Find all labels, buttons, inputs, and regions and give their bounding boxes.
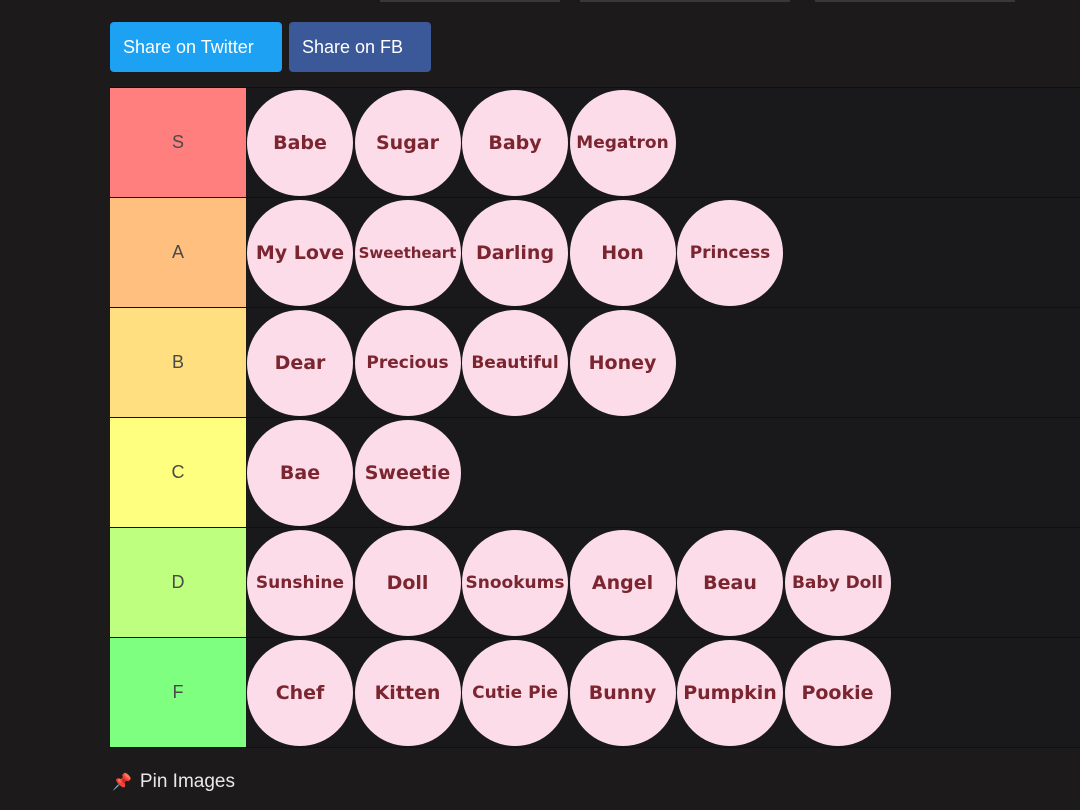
tier-items-dropzone[interactable]: Bae Sweetie	[246, 418, 1080, 527]
tier-item-chip[interactable]: Sweetie	[354, 419, 461, 526]
tier-list: S Babe Sugar Baby Megatron A My Love Sweetheart…	[110, 87, 1080, 748]
pushpin-icon: 📌	[112, 774, 132, 791]
tier-item-chip[interactable]: Dear	[247, 309, 353, 416]
tier-item-chip[interactable]: Kitten	[354, 639, 461, 746]
tier-item-chip[interactable]: Honey	[569, 309, 676, 416]
share-twitter-button[interactable]: Share on Twitter	[110, 22, 282, 72]
tier-item-chip[interactable]: Babe	[247, 89, 353, 196]
pin-images-toggle[interactable]: 📌 Pin Images	[112, 771, 235, 793]
tier-row-a: A My Love Sweetheart Darling Hon Princess	[110, 198, 1080, 308]
tier-row-b: B Dear Precious Beautiful Honey	[110, 308, 1080, 418]
tier-item-chip[interactable]: Angel	[569, 529, 676, 636]
tier-item-chip[interactable]: Pookie	[784, 639, 891, 746]
tier-row-c: C Bae Sweetie	[110, 418, 1080, 528]
tier-item-chip[interactable]: Darling	[462, 199, 568, 306]
tier-item-chip[interactable]: Pumpkin	[677, 639, 783, 746]
share-buttons: Share on Twitter Share on FB	[110, 22, 431, 72]
tier-item-chip[interactable]: Beautiful	[462, 309, 568, 416]
tier-items-dropzone[interactable]: My Love Sweetheart Darling Hon Princess	[246, 198, 1080, 307]
tier-row-s: S Babe Sugar Baby Megatron	[110, 87, 1080, 198]
tier-items-dropzone[interactable]: Dear Precious Beautiful Honey	[246, 308, 1080, 417]
tier-items-dropzone[interactable]: Sunshine Doll Snookums Angel Beau Baby Doll	[246, 528, 1080, 637]
tier-item-chip[interactable]: Cutie Pie	[462, 639, 568, 746]
tier-item-chip[interactable]: Bunny	[569, 639, 676, 746]
tier-item-chip[interactable]: My Love	[247, 199, 353, 306]
tier-label[interactable]: B	[110, 308, 246, 417]
top-edge	[0, 0, 1080, 4]
tier-label[interactable]: S	[110, 88, 246, 197]
tier-items-dropzone[interactable]: Babe Sugar Baby Megatron	[246, 88, 1080, 197]
tier-item-chip[interactable]: Megatron	[569, 89, 676, 196]
tier-item-chip[interactable]: Chef	[247, 639, 353, 746]
tier-item-chip[interactable]: Bae	[247, 419, 353, 526]
tier-item-chip[interactable]: Baby Doll	[784, 529, 891, 636]
tier-items-dropzone[interactable]: Chef Kitten Cutie Pie Bunny Pumpkin Pookie	[246, 638, 1080, 747]
share-fb-button[interactable]: Share on FB	[289, 22, 431, 72]
tier-item-chip[interactable]: Sweetheart	[354, 199, 461, 306]
tier-row-d: D Sunshine Doll Snookums Angel Beau Baby Doll	[110, 528, 1080, 638]
tier-item-chip[interactable]: Sugar	[354, 89, 461, 196]
tier-item-chip[interactable]: Snookums	[462, 529, 568, 636]
tier-label[interactable]: A	[110, 198, 246, 307]
tier-item-chip[interactable]: Beau	[677, 529, 783, 636]
tier-label[interactable]: F	[110, 638, 246, 747]
pin-images-label: Pin Images	[139, 771, 235, 792]
tier-item-chip[interactable]: Princess	[677, 199, 783, 306]
tier-item-chip[interactable]: Sunshine	[247, 529, 353, 636]
tier-item-chip[interactable]: Doll	[354, 529, 461, 636]
tier-label[interactable]: C	[110, 418, 246, 527]
tier-row-f: F Chef Kitten Cutie Pie Bunny Pumpkin Pookie	[110, 638, 1080, 748]
tier-item-chip[interactable]: Hon	[569, 199, 676, 306]
tier-label[interactable]: D	[110, 528, 246, 637]
tier-item-chip[interactable]: Precious	[354, 309, 461, 416]
tier-item-chip[interactable]: Baby	[462, 89, 568, 196]
